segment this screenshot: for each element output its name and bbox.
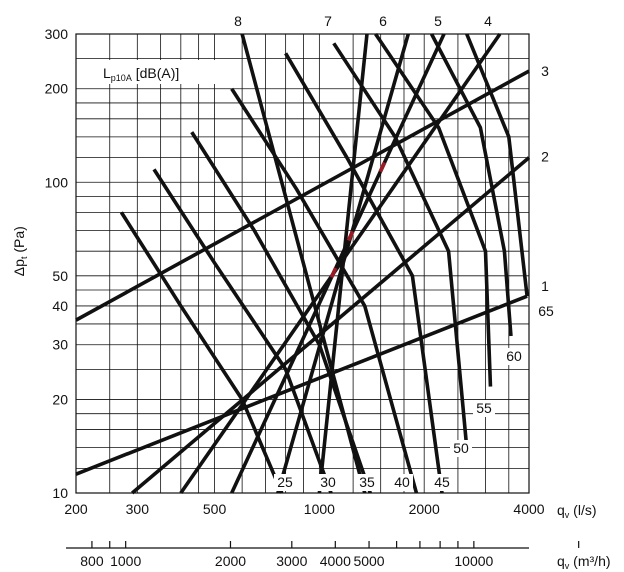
legend-label-part: p10A [111, 73, 132, 83]
x-tick-label: 2000 [409, 501, 440, 517]
sound-curve-label-60: 60 [506, 348, 522, 364]
accent-segment [378, 161, 387, 173]
x-axis-label-part: v [565, 510, 570, 520]
x2-axis-label: qv (m³/h) [557, 553, 611, 571]
sound-curve-label-30: 30 [320, 474, 336, 490]
system-curve-label-2: 2 [541, 149, 549, 165]
y-tick-label: 30 [52, 337, 68, 353]
x2-axis-label-part: q [557, 553, 565, 569]
system-curve-label-5: 5 [434, 13, 442, 29]
system-curve-3 [75, 69, 530, 322]
x2-tick-label: 1000 [110, 553, 141, 569]
legend-label-bg [99, 60, 221, 84]
sound-curve-65 [465, 33, 529, 297]
sound-curve-35 [190, 131, 372, 494]
plot-frame [75, 33, 530, 494]
y-tick-label: 100 [45, 174, 69, 190]
x-axis-label-part: (l/s) [569, 502, 596, 518]
y-tick-label: 10 [52, 485, 68, 501]
sound-curve-50 [332, 42, 469, 448]
x2-tick-label: 5000 [353, 553, 384, 569]
sound-curve-45 [284, 52, 444, 494]
x2-tick-label: 2000 [215, 553, 246, 569]
sound-curve-30 [152, 168, 333, 494]
x2-tick-label: 4000 [320, 553, 351, 569]
system-curve-2 [131, 156, 531, 495]
text-layer: 10 20 30 40 50 100 200 300 200 300 500 1000 2000 4000… [11, 13, 611, 571]
sound-curve-label-25: 25 [277, 474, 293, 490]
sound-label-bg [431, 474, 453, 491]
system-curve-label-4: 4 [484, 13, 492, 29]
sound-label-bg [503, 348, 525, 365]
y-axis-label-part: Δp [11, 259, 27, 276]
y-axis-label-part: t [19, 256, 29, 259]
x-tick-label: 4000 [513, 501, 544, 517]
legend-label-part: L [103, 65, 111, 81]
sound-label-bg [473, 400, 495, 417]
system-curve-label-1: 1 [541, 278, 549, 294]
system-curve-label-7: 7 [324, 13, 332, 29]
sound-curve-label-65: 65 [538, 303, 554, 319]
sound-curve-label-40: 40 [394, 474, 410, 490]
sound-curve-label-45: 45 [434, 474, 450, 490]
x2-axis-label-part: (m³/h) [569, 553, 610, 569]
x-axis-label: qv (l/s) [557, 502, 597, 520]
x2-tick-label: 3000 [276, 553, 307, 569]
legend-label: Lp10A [dB(A)] [103, 65, 179, 83]
y-tick-label: 300 [45, 26, 69, 42]
sound-curve-label-50: 50 [453, 440, 469, 456]
x2-tick-label: 10000 [454, 553, 493, 569]
system-curve-1 [75, 294, 528, 476]
sound-curve-55 [374, 32, 493, 387]
sound-curve-label-35: 35 [359, 474, 375, 490]
sound-label-bg [391, 474, 413, 491]
y-tick-label: 20 [52, 391, 68, 407]
system-curve-label-6: 6 [379, 13, 387, 29]
sound-label-bg [274, 474, 296, 491]
x-tick-label: 300 [126, 501, 150, 517]
x2-tick-label: 800 [80, 553, 104, 569]
sound-curve-40 [230, 87, 419, 494]
sound-label-bg [450, 440, 472, 457]
system-curve-5 [230, 33, 446, 494]
accent-segment [346, 230, 355, 242]
system-curve-7 [317, 33, 369, 494]
y-tick-label: 200 [45, 81, 69, 97]
curve-layer [75, 32, 531, 495]
sound-curve-60 [429, 33, 513, 337]
x-axis-label-part: q [557, 502, 565, 518]
x-tick-label: 200 [64, 501, 88, 517]
legend-label-part: [dB(A)] [132, 65, 179, 81]
sound-curve-label-55: 55 [476, 400, 492, 416]
sound-curve-25 [119, 211, 284, 494]
sound-label-bg [317, 474, 339, 491]
system-curve-label-3: 3 [541, 63, 549, 79]
system-curve-label-8: 8 [234, 13, 242, 29]
sound-label-bg [535, 303, 557, 320]
accent-segment [329, 267, 338, 279]
sound-label-bg [356, 474, 378, 491]
y-tick-label: 50 [52, 268, 68, 284]
x-tick-label: 500 [203, 501, 227, 517]
y-tick-label: 40 [52, 298, 68, 314]
x2-axis-label-part: v [565, 561, 570, 571]
x-tick-label: 1000 [304, 501, 335, 517]
y-axis-label-part: (Pa) [11, 226, 27, 256]
y-axis-label: Δpt (Pa) [11, 226, 29, 276]
